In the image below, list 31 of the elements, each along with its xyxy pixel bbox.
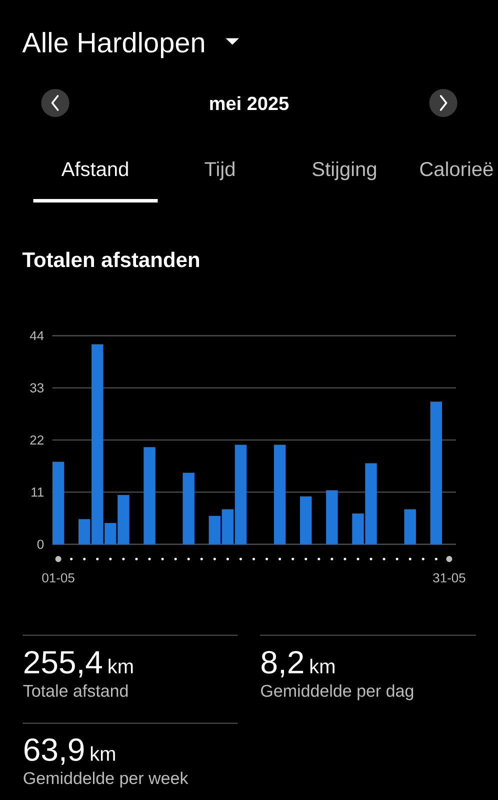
text: 8,2 [262,650,304,678]
text: Totale afstand [23,684,128,697]
bar [404,509,416,544]
text: 63,9 [24,738,84,765]
text: Afstand [61,162,128,176]
bar [274,444,286,544]
text: km [310,658,334,674]
y-tick-label: 22 [30,435,44,445]
text: Gemiddelde per dag [261,684,414,700]
chart-subtitle: mei 2025 [210,96,289,110]
text: 255,4 [24,650,102,678]
bar [52,462,64,544]
bar [430,402,442,544]
x-tick-label: 01-05 [42,573,74,582]
y-tick-label: 33 [30,383,44,392]
bar [300,496,312,544]
bar [326,490,338,544]
y-tick-label: 0 [37,540,44,549]
text: Gemiddelde per week [24,772,188,788]
text: km [90,746,115,761]
y-tick-label: 11 [32,488,44,497]
text: Alle Hardlopen [22,32,204,58]
chart-title: Totalen afstanden [22,252,200,268]
x-tick-label: 31-05 [433,573,466,582]
text: km [108,658,133,674]
bar [144,447,156,544]
text: Tijd [204,162,234,180]
y-tick-label: 44 [30,331,44,340]
text: Stijging [312,162,376,180]
text: Calorieë [420,162,493,176]
bar [182,472,194,544]
